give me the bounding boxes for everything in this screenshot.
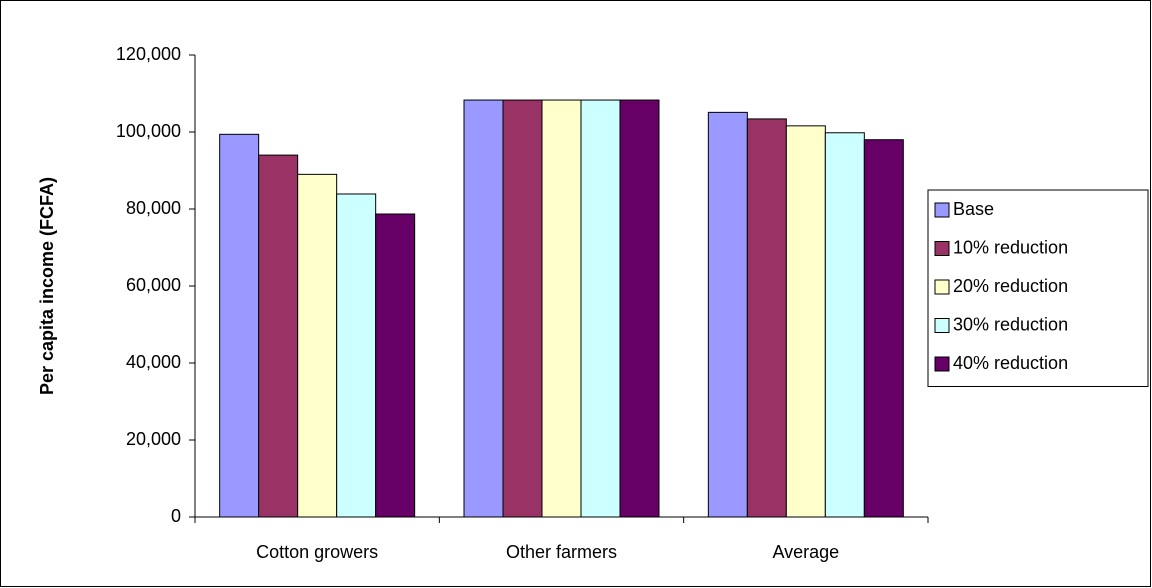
bar — [258, 154, 299, 518]
y-tick-label: 20,000 — [126, 429, 181, 449]
bar — [375, 213, 416, 518]
bar — [541, 99, 582, 518]
bar — [297, 173, 338, 518]
bar — [863, 139, 904, 518]
y-tick-label: 60,000 — [126, 275, 181, 295]
legend-swatch — [934, 241, 950, 256]
legend-label: 20% reduction — [953, 276, 1068, 296]
legend-label: 10% reduction — [953, 237, 1068, 257]
legend-swatch — [934, 202, 950, 218]
bar — [785, 125, 826, 518]
legend-swatch — [934, 279, 950, 295]
legend-swatch — [934, 356, 950, 372]
legend-label: 30% reduction — [953, 314, 1068, 334]
y-tick-label: 100,000 — [116, 121, 181, 141]
bar — [219, 133, 260, 518]
legend-swatch — [934, 318, 950, 333]
y-tick-label: 120,000 — [116, 44, 181, 64]
bar — [502, 99, 543, 518]
bar — [619, 99, 660, 518]
y-axis-title: Per capita income (FCFA) — [37, 177, 57, 395]
bar — [336, 193, 377, 518]
y-tick-label: 0 — [171, 506, 181, 526]
legend-label: 40% reduction — [953, 353, 1068, 373]
bar — [707, 111, 748, 518]
y-tick-label: 80,000 — [126, 198, 181, 218]
bar — [746, 118, 787, 518]
x-tick-label: Cotton growers — [256, 542, 378, 562]
legend-label: Base — [953, 199, 994, 219]
x-tick-label: Average — [772, 542, 839, 562]
y-tick-label: 40,000 — [126, 352, 181, 372]
x-tick-label: Other farmers — [506, 542, 617, 562]
bar — [580, 99, 621, 518]
bar — [463, 99, 504, 518]
legend-box — [927, 189, 1149, 387]
bar — [824, 132, 865, 518]
